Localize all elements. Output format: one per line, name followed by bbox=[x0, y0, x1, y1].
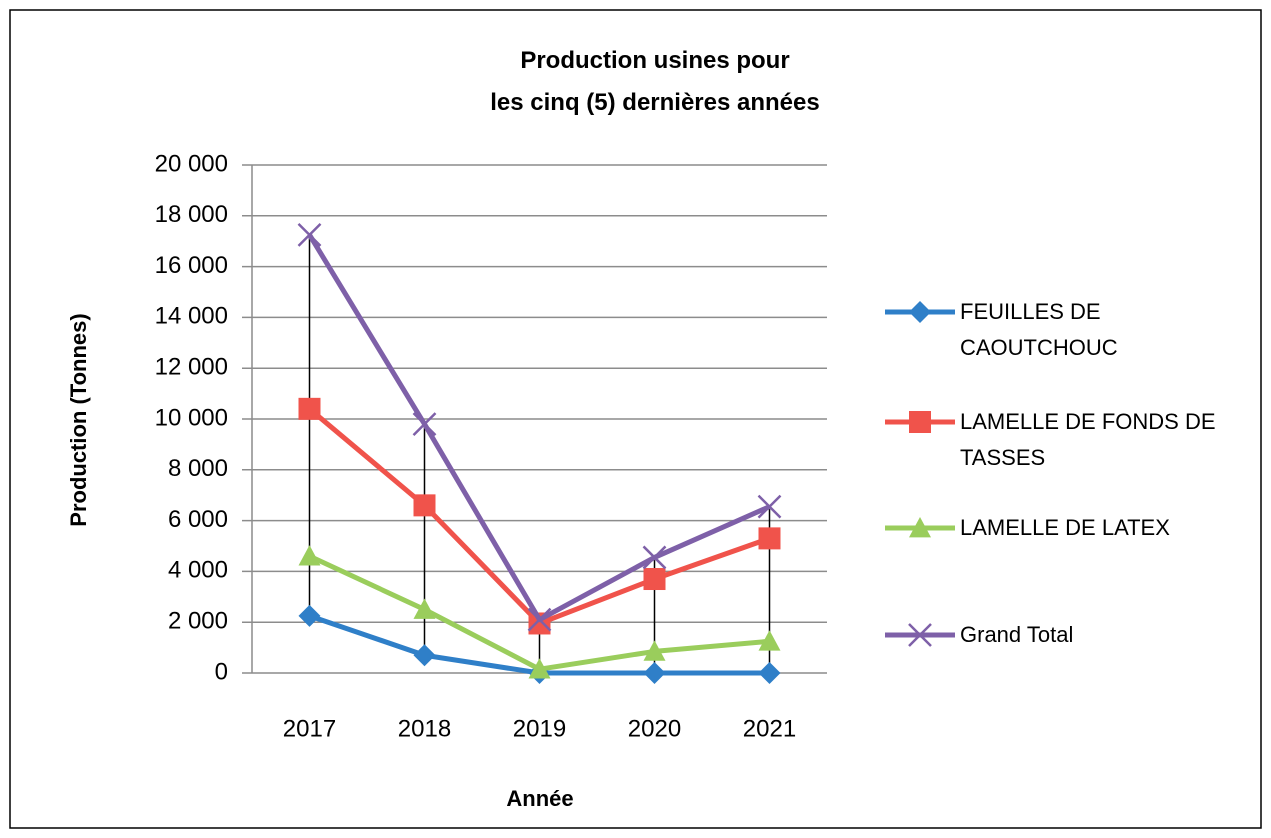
legend-label: FEUILLES DE CAOUTCHOUC bbox=[960, 299, 1118, 360]
y-tick-label: 16 000 bbox=[155, 252, 228, 279]
y-tick-label: 6 000 bbox=[168, 506, 228, 533]
legend-label: LAMELLE DE LATEX bbox=[960, 515, 1170, 540]
point bbox=[413, 494, 436, 517]
series bbox=[298, 397, 781, 635]
y-axis-label: Production (Tonnes) bbox=[66, 313, 91, 526]
y-tick-label: 20 000 bbox=[155, 150, 228, 177]
y-tick-label: 8 000 bbox=[168, 455, 228, 482]
x-tick-label: 2020 bbox=[628, 715, 681, 742]
point bbox=[412, 412, 437, 436]
legend-marker bbox=[909, 517, 931, 538]
legend-marker bbox=[908, 623, 932, 647]
point bbox=[757, 494, 782, 519]
x-tick-label: 2019 bbox=[513, 715, 566, 742]
point bbox=[298, 604, 321, 627]
point bbox=[413, 644, 436, 667]
point bbox=[297, 222, 322, 247]
y-tick-label: 18 000 bbox=[155, 201, 228, 228]
legend-marker bbox=[909, 411, 931, 433]
point bbox=[758, 527, 781, 550]
point bbox=[643, 640, 666, 661]
point bbox=[528, 658, 551, 679]
y-tick-label: 12 000 bbox=[155, 354, 228, 381]
series bbox=[298, 545, 781, 679]
chart-title: Production usines pour les cinq (5) dern… bbox=[490, 47, 820, 116]
point bbox=[298, 545, 321, 566]
legend-label: LAMELLE DE FONDS DE TASSES bbox=[960, 409, 1216, 470]
point bbox=[413, 598, 436, 619]
point bbox=[298, 397, 321, 420]
point bbox=[758, 630, 781, 651]
y-tick-label: 14 000 bbox=[155, 303, 228, 330]
x-tick-label: 2018 bbox=[398, 715, 451, 742]
y-tick-label: 10 000 bbox=[155, 404, 228, 431]
x-tick-label: 2021 bbox=[743, 715, 796, 742]
y-tick-label: 2 000 bbox=[168, 608, 228, 635]
legend-marker bbox=[909, 301, 931, 323]
series bbox=[297, 222, 782, 632]
point bbox=[758, 662, 781, 684]
x-axis-label: Année bbox=[506, 786, 573, 811]
point bbox=[527, 607, 552, 632]
legend-label: Grand Total bbox=[960, 622, 1074, 647]
x-tick-label: 2017 bbox=[283, 715, 336, 742]
y-tick-label: 4 000 bbox=[168, 557, 228, 584]
point bbox=[643, 662, 666, 684]
point bbox=[643, 568, 666, 591]
y-tick-label: 0 bbox=[215, 658, 228, 685]
point bbox=[642, 545, 667, 570]
